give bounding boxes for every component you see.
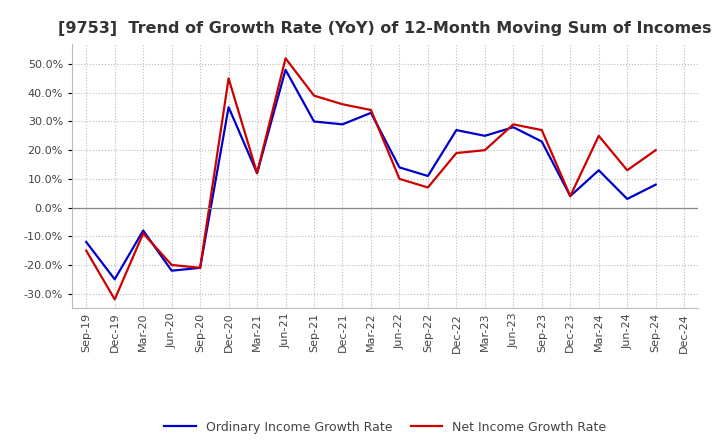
Net Income Growth Rate bbox=[395, 176, 404, 182]
Ordinary Income Growth Rate bbox=[253, 170, 261, 176]
Ordinary Income Growth Rate bbox=[82, 239, 91, 245]
Ordinary Income Growth Rate bbox=[537, 139, 546, 144]
Ordinary Income Growth Rate bbox=[310, 119, 318, 124]
Ordinary Income Growth Rate bbox=[225, 104, 233, 110]
Net Income Growth Rate bbox=[253, 170, 261, 176]
Net Income Growth Rate bbox=[225, 76, 233, 81]
Net Income Growth Rate bbox=[623, 168, 631, 173]
Net Income Growth Rate bbox=[310, 93, 318, 98]
Net Income Growth Rate bbox=[196, 265, 204, 271]
Net Income Growth Rate bbox=[167, 262, 176, 268]
Title: [9753]  Trend of Growth Rate (YoY) of 12-Month Moving Sum of Incomes: [9753] Trend of Growth Rate (YoY) of 12-… bbox=[58, 21, 712, 36]
Line: Ordinary Income Growth Rate: Ordinary Income Growth Rate bbox=[86, 70, 656, 279]
Net Income Growth Rate bbox=[652, 147, 660, 153]
Ordinary Income Growth Rate bbox=[110, 277, 119, 282]
Net Income Growth Rate bbox=[537, 128, 546, 133]
Ordinary Income Growth Rate bbox=[480, 133, 489, 139]
Net Income Growth Rate bbox=[480, 147, 489, 153]
Ordinary Income Growth Rate bbox=[167, 268, 176, 273]
Ordinary Income Growth Rate bbox=[566, 194, 575, 199]
Ordinary Income Growth Rate bbox=[509, 125, 518, 130]
Net Income Growth Rate bbox=[423, 185, 432, 190]
Net Income Growth Rate bbox=[110, 297, 119, 302]
Ordinary Income Growth Rate bbox=[652, 182, 660, 187]
Net Income Growth Rate bbox=[338, 102, 347, 107]
Ordinary Income Growth Rate bbox=[395, 165, 404, 170]
Ordinary Income Growth Rate bbox=[452, 128, 461, 133]
Ordinary Income Growth Rate bbox=[423, 173, 432, 179]
Net Income Growth Rate bbox=[566, 194, 575, 199]
Ordinary Income Growth Rate bbox=[196, 265, 204, 271]
Net Income Growth Rate bbox=[282, 56, 290, 61]
Net Income Growth Rate bbox=[366, 107, 375, 113]
Net Income Growth Rate bbox=[452, 150, 461, 156]
Ordinary Income Growth Rate bbox=[139, 228, 148, 233]
Net Income Growth Rate bbox=[509, 122, 518, 127]
Ordinary Income Growth Rate bbox=[338, 122, 347, 127]
Ordinary Income Growth Rate bbox=[595, 168, 603, 173]
Legend: Ordinary Income Growth Rate, Net Income Growth Rate: Ordinary Income Growth Rate, Net Income … bbox=[159, 416, 611, 439]
Ordinary Income Growth Rate bbox=[282, 67, 290, 73]
Line: Net Income Growth Rate: Net Income Growth Rate bbox=[86, 59, 656, 299]
Net Income Growth Rate bbox=[82, 248, 91, 253]
Ordinary Income Growth Rate bbox=[366, 110, 375, 116]
Net Income Growth Rate bbox=[139, 231, 148, 236]
Net Income Growth Rate bbox=[595, 133, 603, 139]
Ordinary Income Growth Rate bbox=[623, 196, 631, 202]
